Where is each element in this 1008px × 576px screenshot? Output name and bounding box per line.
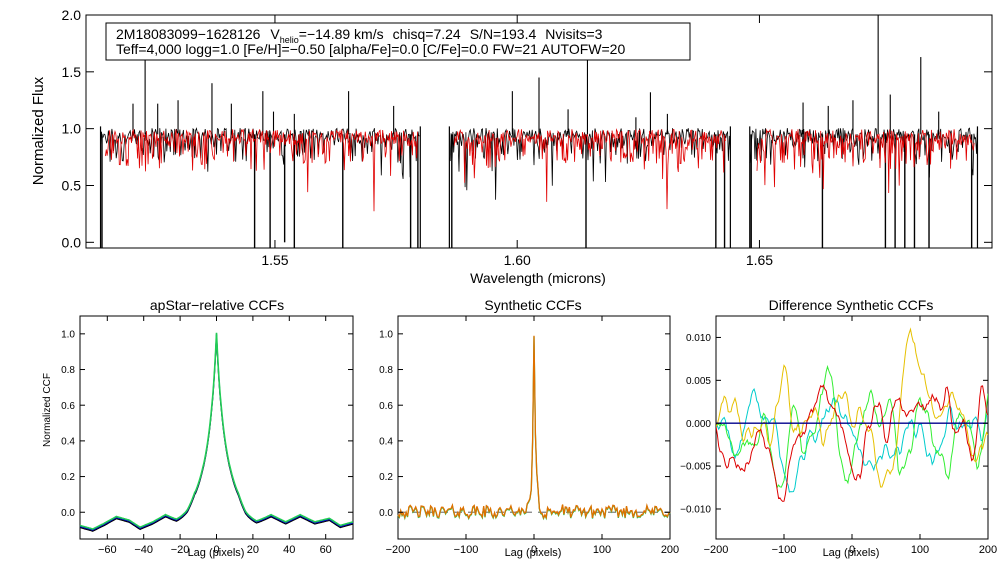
diff-red-line [716,384,988,502]
synthetic-ccf-ytick-label: 0.8 [379,365,393,376]
apstar-ccf-xtick-label: 20 [247,544,259,556]
spectrum-axes: 1.55 1.60 1.65 0.0 0.5 1.0 1.5 2.0 [62,7,992,268]
difference-ccf-ytick-label: −0.005 [680,462,711,473]
synthetic-ccf-panel: Synthetic CCFs −200 −100 0 100 200 0.0 0.2 0.4 0… [379,297,679,559]
difference-ccf-xlabel: Lag (pixels) [823,547,880,559]
diff-lime-line [716,364,988,489]
apstar-ccf-ytick-label: 0.6 [61,401,75,412]
difference-ccf-title: Difference Synthetic CCFs [769,297,934,313]
synthetic-ccf-ytick-label: 0.0 [379,508,393,519]
header-info-box [105,22,691,61]
apstar-ccf-xtick-label: −60 [98,544,117,556]
model-spectrum-segment [105,128,418,212]
difference-ccf-data [716,327,988,502]
vhelio-value: =−14.89 km/s [299,26,384,42]
apstar-ccf-ytick-label: 1.0 [61,329,75,340]
difference-ccf-xtick-label: −200 [704,544,729,556]
vhelio-label: V [270,26,280,42]
ccf-3-line [79,332,354,530]
synthetic-ccf-data [397,335,671,521]
model-spectrum-segment [453,128,726,210]
synthetic-ccf-xtick-label: −100 [454,544,479,556]
spectrum-ytick-label: 0.0 [62,234,82,250]
apstar-ccf-ytick-label: 0.8 [61,365,75,376]
difference-ccf-xtick-label: 0 [849,544,855,556]
apstar-ccf-axes: −60 −40 −20 0 20 40 60 0.0 0.2 0.4 0.6 0.8 1.0 [61,316,353,556]
spectrum-xtick-label: 1.65 [746,252,773,268]
snr-value: S/N=193.4 [470,26,537,42]
observed-spectrum-segment [749,127,978,178]
difference-ccf-plot-frame [715,315,989,540]
synthetic-ccf-xtick-label: 100 [593,544,611,556]
spectrum-ytick-label: 2.0 [62,7,82,23]
difference-ccf-xtick-label: 200 [979,544,997,556]
synthetic-ccf-title: Synthetic CCFs [484,297,581,313]
ccf-2-line [79,333,354,531]
spectrum-xtick-label: 1.60 [504,252,531,268]
header-params-line: Teff=4,000 logg=1.0 [Fe/H]=−0.50 [alpha/… [116,41,625,57]
synthetic-ccf-xtick-label: −200 [386,544,411,556]
apstar-ccf-ytick-label: 0.4 [61,436,75,447]
difference-ccf-ytick-label: −0.010 [680,505,711,516]
synthetic-ccf-xtick-label: 0 [531,544,537,556]
synthetic-ccf-ytick-label: 0.4 [379,436,393,447]
observed-spectrum-segment [449,128,731,200]
difference-ccf-xtick-label: −100 [772,544,797,556]
apstar-ccf-data [79,332,354,532]
spectrum-ytick-label: 1.5 [62,64,82,80]
spectrum-plot-frame [85,14,993,249]
syn-2-line [397,335,671,520]
header-line-1: 2M18083099−1628126 Vhelio=−14.89 km/s chis… [116,26,603,45]
difference-ccf-ytick-label: 0.010 [686,333,711,344]
spectrum-ylabel: Normalized Flux [30,76,47,185]
difference-ccf-ytick-label: 0.005 [686,376,711,387]
apstar-ccf-ytick-label: 0.2 [61,472,75,483]
apstar-ccf-plot-frame [79,315,354,540]
apstar-ccf-xlabel: Lag (pixels) [188,547,245,559]
synthetic-ccf-ytick-label: 0.2 [379,472,393,483]
synthetic-ccf-axes: −200 −100 0 100 200 0.0 0.2 0.4 0.6 0.8 1.0 [379,316,679,556]
apstar-ccf-xtick-label: 0 [213,544,219,556]
apstar-ccf-panel: apStar−relative CCFs −60 −40 −20 0 20 40 60 0.0… [42,297,354,559]
apstar-ccf-xtick-label: 40 [283,544,295,556]
synthetic-ccf-xtick-label: 200 [661,544,679,556]
nvisits-value: Nvisits=3 [545,26,602,42]
vhelio-subscript: helio [280,35,299,45]
apstar-ccf-title: apStar−relative CCFs [150,297,284,313]
synthetic-ccf-ytick-label: 1.0 [379,329,393,340]
diff-cyan-line [716,388,988,493]
apstar-ccf-ytick-label: 0.0 [61,508,75,519]
chisq-value: chisq=7.24 [393,26,461,42]
apstar-ccf-xtick-label: 60 [320,544,332,556]
synthetic-ccf-ytick-label: 0.6 [379,401,393,412]
spectrum-xtick-label: 1.55 [261,252,288,268]
difference-ccf-axes: −200 −100 0 100 200 −0.010 −0.005 0.000 0.005 0.0… [680,316,997,556]
diff-yellow-line [716,327,988,488]
spectrum-data [99,15,979,248]
apstar-ccf-xtick-label: −20 [171,544,190,556]
ccf-1-line [79,334,354,532]
model-spectrum-segment [756,128,975,194]
difference-ccf-xtick-label: 100 [911,544,929,556]
apstar-ccf-xtick-label: −40 [134,544,153,556]
synthetic-ccf-xlabel: Lag (pixels) [505,547,562,559]
difference-ccf-ytick-label: 0.000 [686,419,711,430]
spectrum-ytick-label: 0.5 [62,178,82,194]
difference-ccf-panel: Difference Synthetic CCFs −200 −100 0 100 20… [680,297,997,559]
apstar-ccf-ylabel: Normalized CCF [42,373,53,447]
spectrum-panel: 1.55 1.60 1.65 0.0 0.5 1.0 1.5 2.0 2M18083099−1… [30,7,993,286]
spectrum-xlabel: Wavelength (microns) [470,270,606,286]
spectrum-ytick-label: 1.0 [62,121,82,137]
star-id: 2M18083099−1628126 [116,26,261,42]
